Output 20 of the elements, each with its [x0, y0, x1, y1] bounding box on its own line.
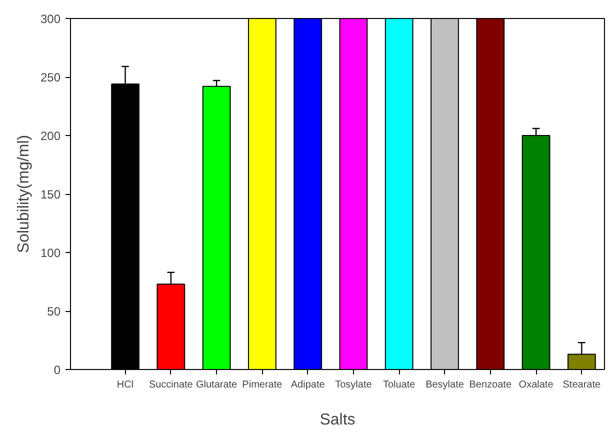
y-axis-title: Solubility(mg/ml)	[15, 134, 32, 254]
y-tick-label: 150	[40, 188, 61, 202]
x-axis-title: Salts	[320, 412, 356, 428]
y-tick-label: 200	[40, 129, 61, 143]
x-tick-label: Oxalate	[518, 380, 554, 390]
x-tick-label: Stearate	[562, 380, 602, 390]
y-tick-label: 300	[40, 12, 61, 26]
x-tick-label: Adipate	[290, 380, 326, 390]
x-tick-label: Glutarate	[196, 380, 238, 390]
y-tick-label: 250	[40, 70, 61, 84]
y-tick-label: 0	[54, 363, 61, 377]
x-tick-label: Tosylate	[335, 380, 372, 390]
x-tick-label: Succinate	[148, 380, 194, 390]
x-tick-label: Toluate	[382, 380, 416, 390]
x-tick-label: Benzoate	[469, 380, 512, 390]
x-tick-label: HCl	[116, 380, 134, 390]
x-tick-label: Besylate	[426, 380, 464, 390]
x-tick-label: Pimerate	[242, 380, 283, 390]
y-tick-label: 100	[40, 246, 61, 260]
y-tick-label: 50	[47, 304, 61, 318]
